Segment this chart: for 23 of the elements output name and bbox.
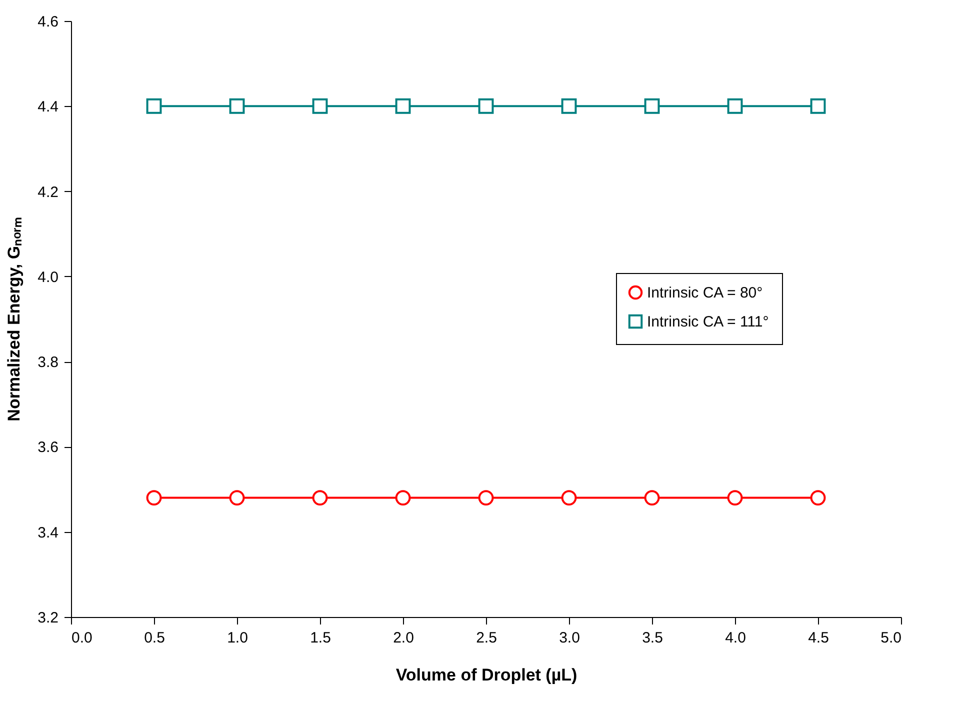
x-tick-label: 4.0 xyxy=(725,630,746,646)
x-tick-label: 2.5 xyxy=(476,630,497,646)
y-axis-title: Normalized Energy, Gₙₒᵣₘ xyxy=(4,218,24,422)
x-tick-label: 0.5 xyxy=(144,630,165,646)
x-axis-title: Volume of Droplet (µL) xyxy=(396,666,578,684)
x-tick-label: 1.5 xyxy=(310,630,331,646)
x-tick-label: 3.0 xyxy=(559,630,580,646)
y-tick-label: 4.6 xyxy=(38,14,58,30)
x-tick-label: 0.0 xyxy=(72,630,92,646)
x-tick-label: 4.5 xyxy=(808,630,829,646)
y-tick-label: 3.4 xyxy=(38,524,58,542)
y-tick-label: 3.8 xyxy=(38,354,58,372)
y-tick-label: 3.6 xyxy=(38,439,58,456)
legend-label: Intrinsic CA = 80° xyxy=(647,284,763,302)
legend-label: Intrinsic CA = 111° xyxy=(647,314,769,330)
x-tick-label: 5.0 xyxy=(880,630,902,646)
x-tick-label: 3.5 xyxy=(642,630,663,646)
y-tick-label: 4.2 xyxy=(38,184,58,201)
y-tick-label: 4.4 xyxy=(38,98,58,116)
y-tick-label: 4.0 xyxy=(38,268,58,286)
x-tick-label: 1.0 xyxy=(227,630,248,646)
x-tick-label: 2.0 xyxy=(393,630,414,646)
y-tick-label: 3.2 xyxy=(38,610,58,626)
